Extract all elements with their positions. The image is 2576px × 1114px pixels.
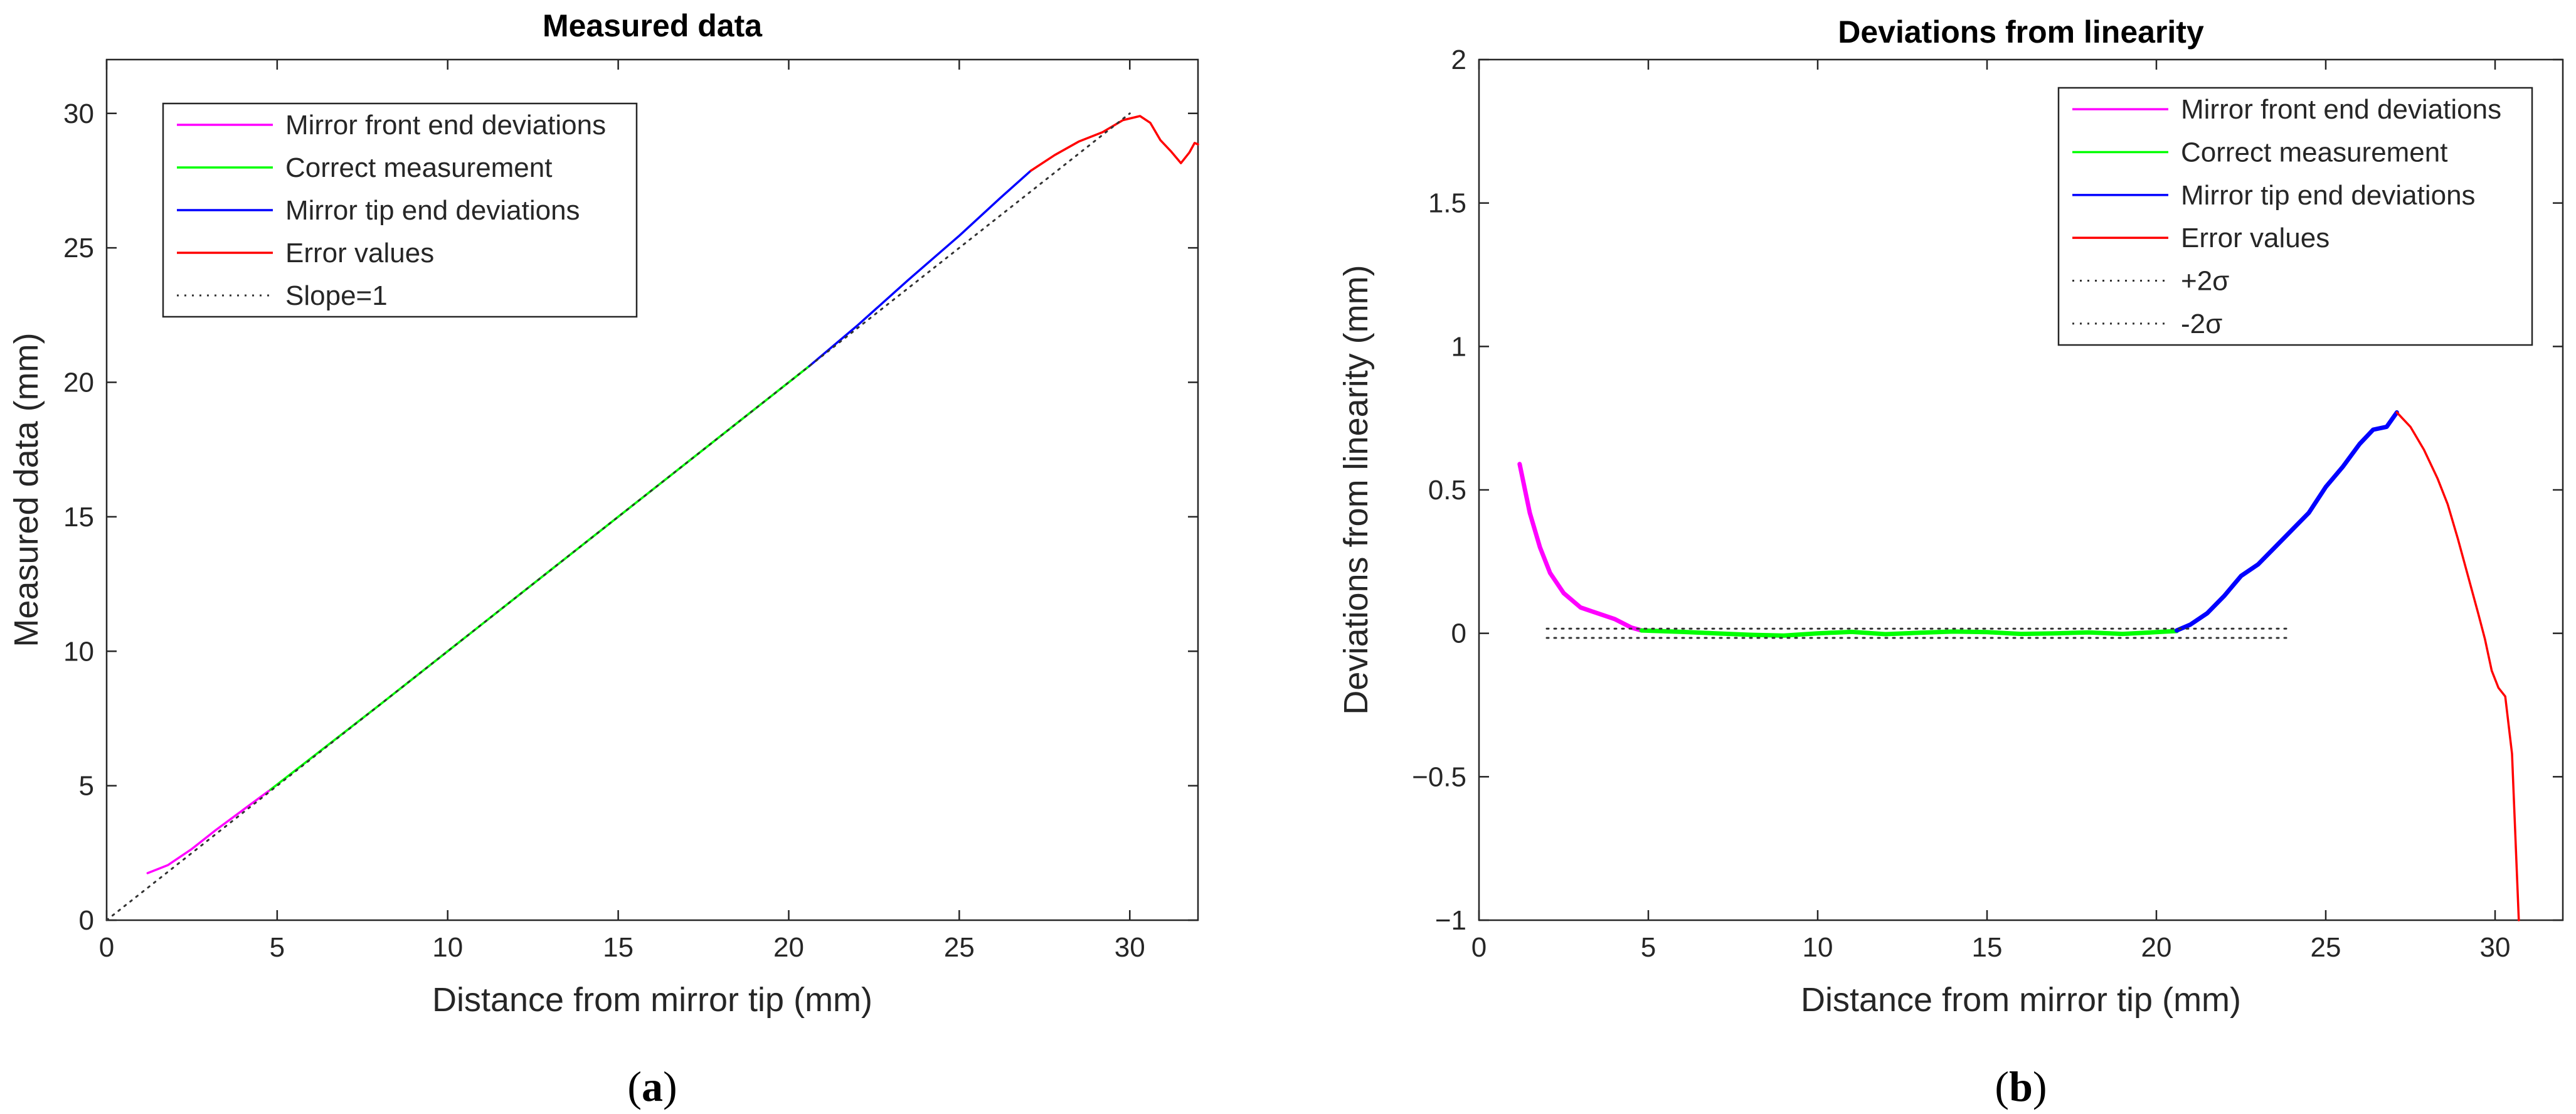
series-line-3 — [1029, 115, 1199, 172]
y-tick-label: −1 — [1435, 905, 1466, 936]
y-tick-label: −0.5 — [1412, 761, 1466, 792]
legend: Mirror front end deviations Correct measu… — [2057, 87, 2533, 346]
legend-label: Correct measurement — [2181, 137, 2447, 168]
x-tick-label: 5 — [1641, 932, 1656, 963]
y-tick-label: 5 — [79, 771, 94, 802]
panel-label-close: ) — [2033, 1063, 2047, 1110]
y-tick-label: 20 — [63, 368, 94, 398]
panel-label-letter: a — [642, 1063, 663, 1110]
panel-label-letter: b — [2009, 1063, 2033, 1110]
series-line-1 — [1639, 628, 2179, 638]
chart-a: 0 5 10 15 20 25 30 0 5 10 15 20 25 30 Measured data Dis… — [8, 8, 1199, 1110]
x-tick-label: 5 — [270, 932, 285, 963]
series-line-0 — [1517, 462, 1644, 633]
y-tick-label: 1.5 — [1428, 188, 1466, 219]
x-tick-label: 10 — [432, 932, 463, 963]
x-tick-label: 25 — [944, 932, 975, 963]
chart-title: Deviations from linearity — [1838, 14, 2204, 50]
chart-title: Measured data — [543, 8, 763, 43]
legend-label: Mirror front end deviations — [2181, 94, 2501, 125]
panel-label: (a) — [627, 1063, 677, 1110]
legend-box — [2057, 87, 2533, 346]
y-axis-label: Deviations from linearity (mm) — [1337, 265, 1375, 714]
series-line-2 — [2174, 410, 2399, 633]
y-axis-label: Measured data (mm) — [8, 332, 45, 647]
y-tick-label: 1 — [1451, 331, 1466, 362]
x-tick-label: 30 — [2480, 932, 2511, 963]
legend-label: Error values — [2181, 223, 2330, 253]
panel-label-close: ) — [663, 1063, 677, 1110]
x-axis-label: Distance from mirror tip (mm) — [1801, 981, 2241, 1019]
panel-label-open: ( — [627, 1063, 642, 1110]
y-tick-label: 25 — [63, 233, 94, 263]
x-tick-label: 30 — [1115, 932, 1145, 963]
panel-label-open: ( — [1995, 1063, 2009, 1110]
y-tick-label: 15 — [63, 502, 94, 533]
legend-label: -2σ — [2181, 309, 2222, 339]
y-tick-label: 0 — [1451, 618, 1466, 649]
legend-label: Correct measurement — [285, 152, 552, 183]
panel-label: (b) — [1995, 1063, 2047, 1110]
y-tick-label: 2 — [1451, 45, 1466, 75]
legend-label: +2σ — [2181, 266, 2229, 297]
x-tick-label: 20 — [2141, 932, 2172, 963]
chart-b: 0 5 10 15 20 25 30 −1 −0.5 0 0.5 1 1.5 2 Deviations fr… — [1337, 14, 2564, 1110]
legend-label: Mirror front end deviations — [285, 110, 606, 141]
series-line-2 — [808, 169, 1032, 368]
y-tick-label: 10 — [63, 636, 94, 667]
series-line-3 — [2395, 411, 2520, 921]
y-tick-label: 0.5 — [1428, 475, 1466, 506]
x-tick-label: 20 — [773, 932, 804, 963]
legend-label: Mirror tip end deviations — [2181, 180, 2476, 211]
x-tick-label: 15 — [1972, 932, 2003, 963]
legend-label: Mirror tip end deviations — [285, 195, 580, 226]
y-tick-label: 30 — [63, 98, 94, 129]
series-line-4 — [105, 112, 1131, 921]
x-tick-label: 15 — [603, 932, 633, 963]
y-tick-label: 0 — [79, 905, 94, 936]
x-tick-label: 25 — [2311, 932, 2341, 963]
x-axis-label: Distance from mirror tip (mm) — [432, 981, 872, 1019]
x-tick-label: 0 — [99, 932, 114, 963]
x-tick-label: 10 — [1803, 932, 1833, 963]
legend-label: Slope=1 — [285, 280, 388, 311]
x-tick-label: 0 — [1471, 932, 1487, 963]
legend-label: Error values — [285, 238, 434, 268]
series-line-0 — [146, 788, 272, 874]
legend: Mirror front end deviations Correct measu… — [162, 102, 638, 318]
